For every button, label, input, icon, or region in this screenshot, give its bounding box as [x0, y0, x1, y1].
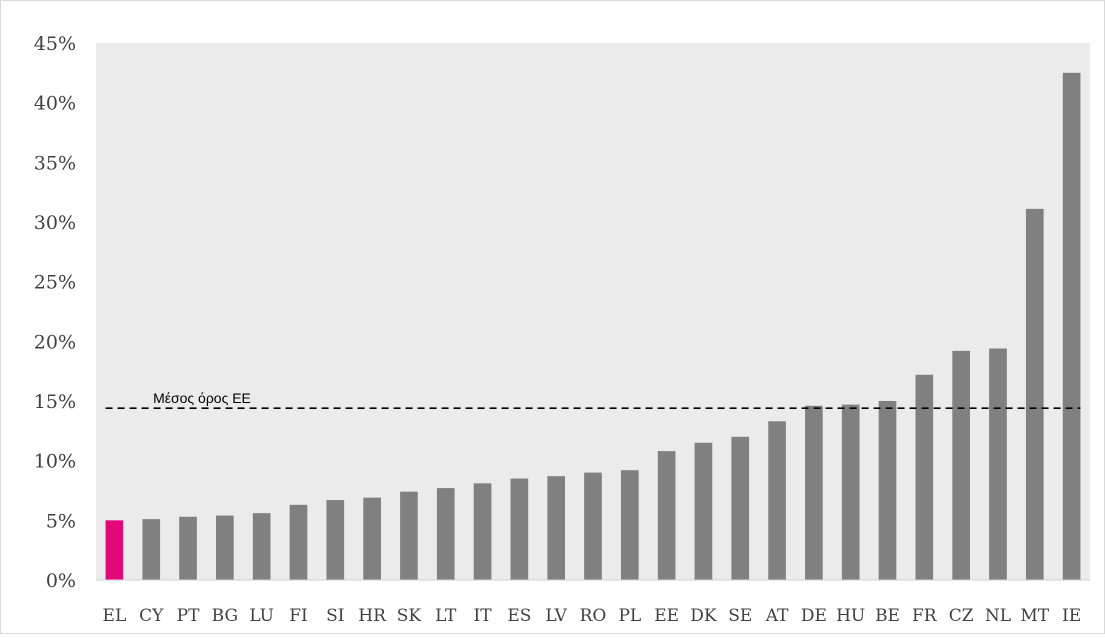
x-tick-label-nl: NL [985, 606, 1011, 626]
x-tick-label-ee: EE [654, 606, 679, 626]
x-tick-label-lt: LT [435, 606, 457, 626]
x-tick-label-be: BE [875, 606, 900, 626]
x-tick-label-lu: LU [249, 606, 274, 626]
x-tick-label-ro: RO [580, 606, 607, 626]
bar-lu [252, 513, 271, 580]
bar-ie [1062, 72, 1081, 580]
x-tick-label-mt: MT [1020, 606, 1049, 626]
bar-de [805, 405, 823, 580]
y-tick-label: 20% [34, 331, 76, 353]
y-tick-label: 35% [34, 152, 76, 174]
y-tick-label: 25% [34, 272, 76, 294]
x-tick-label-bg: BG [212, 606, 238, 626]
bar-lt [436, 488, 455, 580]
bar-be [878, 401, 897, 580]
x-tick-label-at: AT [765, 606, 789, 626]
y-tick-label: 5% [46, 510, 76, 532]
x-tick-label-dk: DK [690, 606, 717, 626]
x-tick-label-sk: SK [397, 606, 422, 626]
bar-sk [400, 491, 418, 580]
x-tick-label-pt: PT [177, 606, 200, 626]
x-tick-label-cy: CY [139, 606, 164, 626]
bar-mt [1025, 208, 1044, 580]
x-tick-label-pl: PL [618, 606, 641, 626]
bar-el [105, 520, 124, 580]
y-tick-label: 15% [34, 391, 76, 413]
x-tick-label-se: SE [728, 606, 752, 626]
y-tick-label: 40% [34, 93, 76, 115]
bar-es [510, 478, 529, 580]
x-tick-label-de: DE [801, 606, 827, 626]
eu-average-label: Μέσος όρος ΕΕ [153, 390, 251, 406]
bar-bg [216, 515, 234, 580]
x-tick-label-fr: FR [912, 606, 938, 626]
bar-nl [989, 348, 1007, 580]
x-tick-label-lv: LV [545, 606, 567, 626]
bar-at [768, 421, 786, 580]
y-tick-label: 10% [34, 451, 76, 473]
y-axis-ticks: 0% 5% 10% 15% 20% 25% 30% 35% 40% 45% [34, 33, 76, 592]
bar-hr [363, 497, 381, 580]
bar-pl [620, 470, 639, 580]
bar-se [731, 436, 750, 580]
x-tick-label-hr: HR [358, 606, 387, 626]
x-axis-labels: EL CY PT BG LU FI SI HR SK LT IT ES LV RO PL EE DK SE AT DE… [103, 606, 1082, 626]
bar-fi [289, 504, 308, 580]
x-tick-label-ie: IE [1062, 606, 1081, 626]
bar-lv [547, 476, 566, 580]
bar-fr [915, 374, 934, 580]
x-tick-label-cz: CZ [949, 606, 974, 626]
bar-it [473, 483, 492, 580]
y-tick-label: 0% [46, 570, 76, 592]
x-tick-label-es: ES [507, 606, 531, 626]
bar-hu [841, 404, 860, 580]
y-tick-label: 45% [34, 33, 76, 55]
x-tick-label-si: SI [326, 606, 344, 626]
x-tick-label-hu: HU [836, 606, 865, 626]
x-tick-label-el: EL [103, 606, 127, 626]
bar-ro [584, 472, 602, 580]
bar-ee [657, 451, 676, 580]
y-tick-label: 30% [34, 212, 76, 234]
bars-group [105, 72, 1081, 580]
bar-si [326, 500, 345, 580]
bar-dk [694, 442, 713, 580]
x-tick-label-fi: FI [289, 606, 308, 626]
bar-cz [952, 350, 970, 580]
bar-pt [179, 516, 197, 580]
bar-cy [142, 519, 161, 580]
x-tick-label-it: IT [474, 606, 493, 626]
